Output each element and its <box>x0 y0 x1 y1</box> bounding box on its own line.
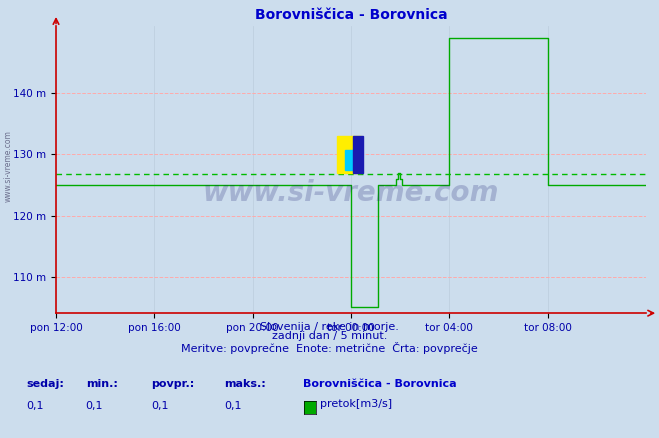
Text: 0,1: 0,1 <box>26 401 44 411</box>
Text: Meritve: povprečne  Enote: metrične  Črta: povprečje: Meritve: povprečne Enote: metrične Črta:… <box>181 342 478 353</box>
Text: www.si-vreme.com: www.si-vreme.com <box>3 131 13 202</box>
Text: zadnji dan / 5 minut.: zadnji dan / 5 minut. <box>272 331 387 341</box>
Text: maks.:: maks.: <box>224 379 266 389</box>
Bar <box>337 136 361 173</box>
Text: pretok[m3/s]: pretok[m3/s] <box>320 399 391 410</box>
Text: www.si-vreme.com: www.si-vreme.com <box>203 179 499 207</box>
Text: povpr.:: povpr.: <box>152 379 195 389</box>
Text: 0,1: 0,1 <box>224 401 242 411</box>
Text: 0,1: 0,1 <box>152 401 169 411</box>
Text: 0,1: 0,1 <box>86 401 103 411</box>
Title: Borovniščica - Borovnica: Borovniščica - Borovnica <box>254 8 447 22</box>
Text: sedaj:: sedaj: <box>26 379 64 389</box>
Text: min.:: min.: <box>86 379 117 389</box>
Text: Slovenija / reke in morje.: Slovenija / reke in morje. <box>260 322 399 332</box>
Text: Borovniščica - Borovnica: Borovniščica - Borovnica <box>303 379 457 389</box>
Bar <box>353 136 363 173</box>
Bar <box>345 150 361 170</box>
